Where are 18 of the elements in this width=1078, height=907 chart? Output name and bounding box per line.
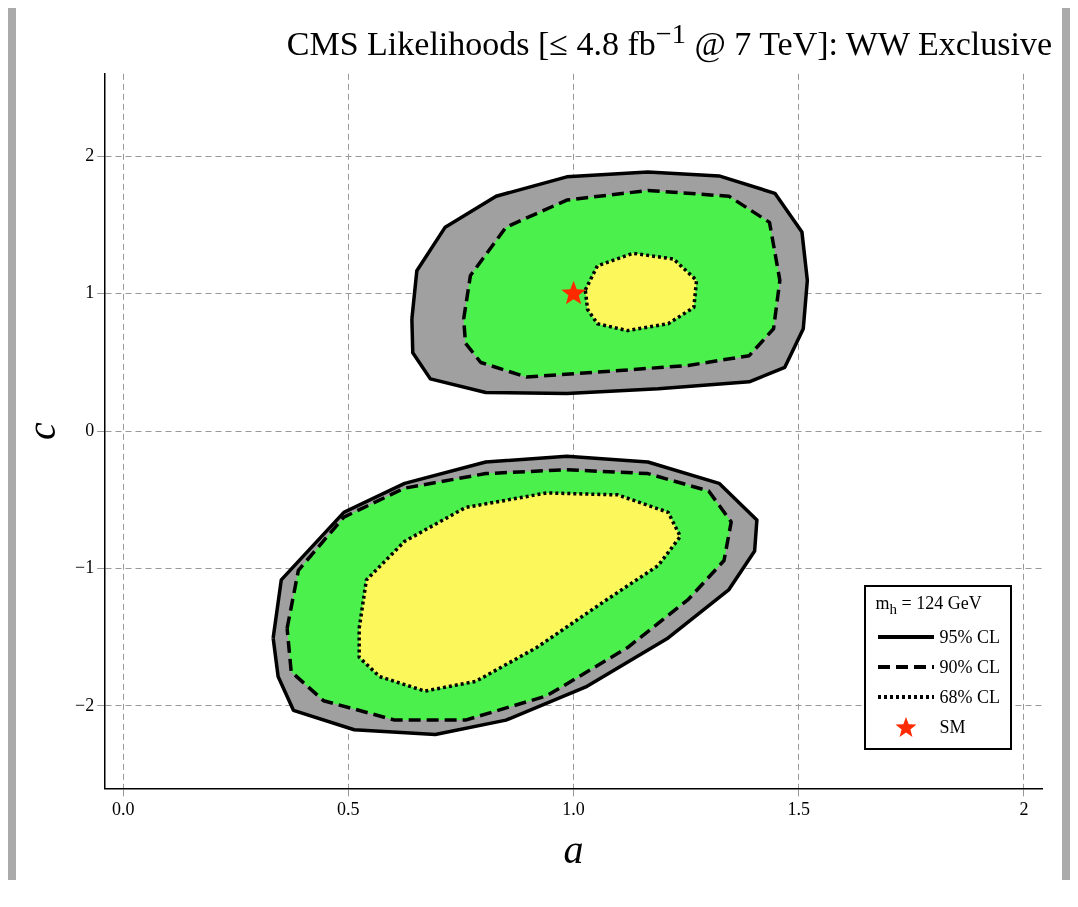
- legend-title: m$_{h}$ = 124 GeV: [875, 593, 983, 618]
- x-axis-title: a: [563, 826, 584, 872]
- x-tick-label: 1.5: [787, 798, 811, 819]
- y-tick-label: −1: [75, 557, 95, 578]
- y-tick-label: 1: [85, 282, 95, 303]
- legend-label: 95% CL: [939, 626, 1000, 648]
- y-tick-label: −2: [75, 694, 95, 715]
- y-axis-title: c: [18, 421, 64, 440]
- y-tick-label: 2: [85, 144, 95, 165]
- legend-label: 68% CL: [939, 686, 1000, 708]
- legend-label: 90% CL: [939, 656, 1000, 678]
- x-tick-label: 2: [1019, 798, 1029, 819]
- x-tick-label: 0.5: [337, 798, 360, 819]
- y-tick-label: 0: [85, 419, 95, 440]
- chart-title: CMS Likelihoods [≤ 4.8 fb$^{−1}$ @ 7 TeV]: WW Exclusive: [285, 17, 1053, 63]
- x-tick-label: 0.0: [111, 798, 135, 819]
- x-tick-label: 1.0: [562, 798, 585, 819]
- legend-label: SM: [939, 716, 966, 738]
